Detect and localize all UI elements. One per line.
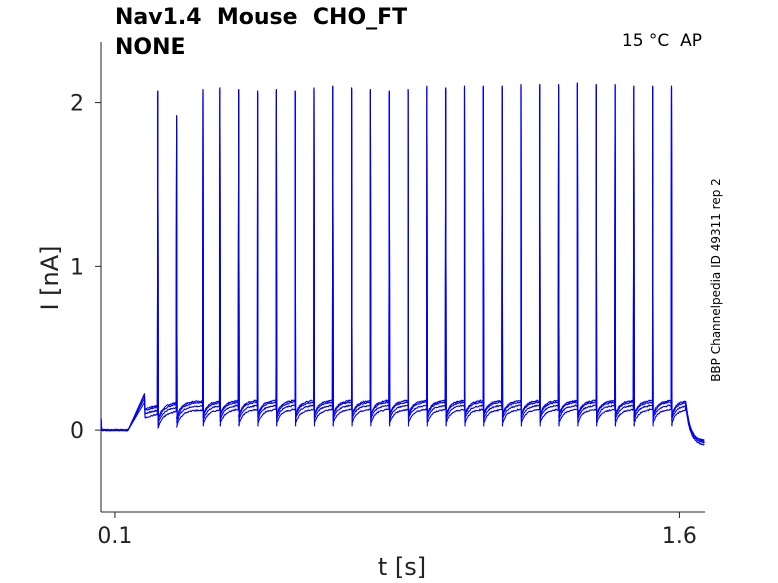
current-trace-3 [100,82,705,446]
y-tick-label: 1 [70,255,84,280]
x-tick-label: 1.6 [662,524,697,549]
current-trace-1 [100,82,705,442]
x-tick-label: 0.1 [97,524,132,549]
chart-subtitle: NONE [115,35,186,60]
chart-title: Nav1.4 Mouse CHO_FT [115,5,408,30]
y-tick-label: 2 [70,92,84,117]
condition-label: 15 °C AP [621,31,702,51]
y-tick-label: 0 [70,419,84,444]
x-axis-label: t [s] [377,553,427,581]
current-trace-2 [100,84,705,444]
current-trace-4 [100,84,705,442]
